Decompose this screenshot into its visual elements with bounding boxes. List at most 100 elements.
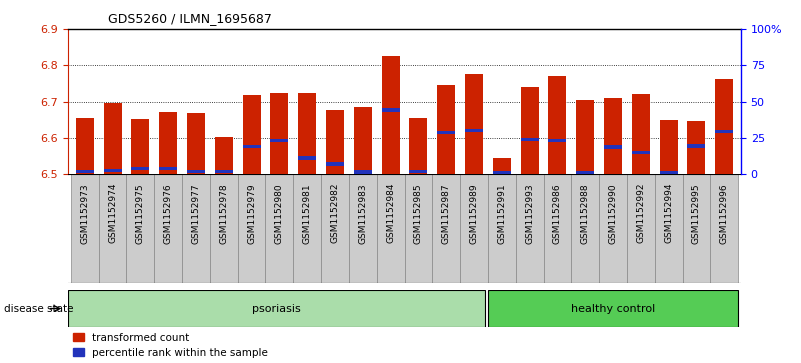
Bar <box>516 174 544 283</box>
Text: GSM1152996: GSM1152996 <box>720 183 729 244</box>
Bar <box>405 174 433 283</box>
Bar <box>76 170 94 173</box>
Bar <box>238 174 265 283</box>
Bar <box>437 85 455 174</box>
Bar <box>409 170 428 173</box>
Text: GSM1152989: GSM1152989 <box>469 183 478 244</box>
Bar <box>710 174 739 283</box>
Bar <box>381 109 400 111</box>
Bar <box>659 171 678 174</box>
Bar <box>271 139 288 142</box>
Bar <box>654 174 682 283</box>
Bar <box>271 93 288 174</box>
Text: GSM1152994: GSM1152994 <box>664 183 673 244</box>
Text: GSM1152993: GSM1152993 <box>525 183 534 244</box>
Bar <box>321 174 349 283</box>
Text: GSM1152981: GSM1152981 <box>303 183 312 244</box>
Bar <box>576 100 594 174</box>
Bar <box>326 163 344 166</box>
Text: GSM1152973: GSM1152973 <box>80 183 89 244</box>
Bar <box>182 174 210 283</box>
Bar <box>70 174 99 283</box>
Text: GSM1152987: GSM1152987 <box>441 183 451 244</box>
Bar <box>627 174 654 283</box>
Bar <box>493 171 511 174</box>
Bar <box>293 174 321 283</box>
Text: GSM1152980: GSM1152980 <box>275 183 284 244</box>
Text: GSM1152986: GSM1152986 <box>553 183 562 244</box>
Bar <box>599 174 627 283</box>
Bar <box>349 174 376 283</box>
Bar <box>131 167 150 170</box>
Bar <box>521 138 538 141</box>
Bar <box>632 151 650 154</box>
Bar <box>354 107 372 174</box>
Bar <box>265 174 293 283</box>
Text: psoriasis: psoriasis <box>252 303 301 314</box>
Bar <box>549 76 566 174</box>
Bar <box>243 145 260 148</box>
Bar <box>521 87 538 174</box>
Bar <box>488 290 739 327</box>
Bar <box>243 95 260 174</box>
Bar <box>76 118 94 174</box>
Text: GSM1152985: GSM1152985 <box>414 183 423 244</box>
Text: GSM1152992: GSM1152992 <box>636 183 646 244</box>
Text: GSM1152995: GSM1152995 <box>692 183 701 244</box>
Bar <box>687 144 706 147</box>
Bar <box>409 118 428 174</box>
Text: GSM1152982: GSM1152982 <box>331 183 340 244</box>
Text: GSM1152978: GSM1152978 <box>219 183 228 244</box>
Bar <box>326 110 344 174</box>
Bar <box>544 174 571 283</box>
Bar <box>433 174 460 283</box>
Bar <box>549 139 566 142</box>
Text: GSM1152976: GSM1152976 <box>163 183 173 244</box>
Bar <box>682 174 710 283</box>
Bar <box>437 131 455 134</box>
Bar <box>354 171 372 174</box>
Text: GSM1152979: GSM1152979 <box>247 183 256 244</box>
Bar <box>298 156 316 159</box>
Text: GSM1152974: GSM1152974 <box>108 183 117 244</box>
Bar <box>465 129 483 132</box>
Bar <box>127 174 155 283</box>
Text: healthy control: healthy control <box>571 303 655 314</box>
Bar <box>99 174 127 283</box>
Text: GSM1152991: GSM1152991 <box>497 183 506 244</box>
Bar <box>210 174 238 283</box>
Bar <box>131 119 150 174</box>
Bar <box>715 130 733 133</box>
Bar <box>604 98 622 174</box>
Bar <box>715 79 733 174</box>
Bar <box>376 174 405 283</box>
Bar <box>68 290 485 327</box>
Bar <box>659 120 678 174</box>
Bar <box>493 158 511 174</box>
Bar <box>632 94 650 174</box>
Bar <box>187 170 205 173</box>
Bar <box>155 174 182 283</box>
Text: GSM1152990: GSM1152990 <box>609 183 618 244</box>
Text: GDS5260 / ILMN_1695687: GDS5260 / ILMN_1695687 <box>108 12 272 25</box>
Bar <box>465 74 483 174</box>
Bar <box>159 112 177 174</box>
Bar <box>215 137 233 174</box>
Bar <box>187 113 205 174</box>
Bar <box>215 170 233 173</box>
Legend: transformed count, percentile rank within the sample: transformed count, percentile rank withi… <box>74 333 268 358</box>
Bar <box>298 93 316 174</box>
Text: GSM1152975: GSM1152975 <box>136 183 145 244</box>
Bar <box>571 174 599 283</box>
Bar <box>460 174 488 283</box>
Bar <box>604 146 622 148</box>
Bar <box>488 174 516 283</box>
Bar <box>687 121 706 174</box>
Bar <box>103 103 122 174</box>
Text: GSM1152983: GSM1152983 <box>358 183 368 244</box>
Text: disease state: disease state <box>4 303 74 314</box>
Text: GSM1152988: GSM1152988 <box>581 183 590 244</box>
Bar <box>381 56 400 174</box>
Text: GSM1152977: GSM1152977 <box>191 183 200 244</box>
Bar <box>576 171 594 174</box>
